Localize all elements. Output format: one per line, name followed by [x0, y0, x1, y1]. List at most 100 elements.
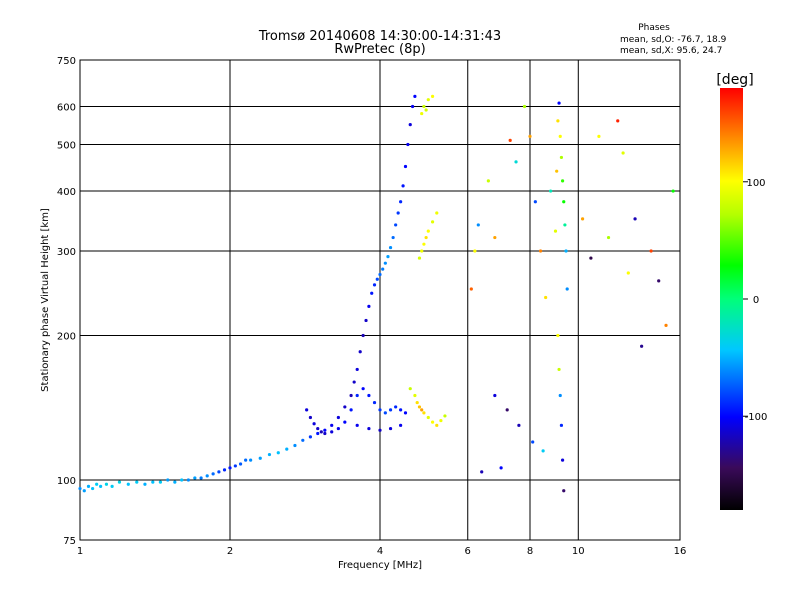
data-point — [606, 235, 611, 240]
data-point — [557, 101, 561, 105]
data-point — [556, 333, 560, 338]
data-point — [493, 393, 497, 398]
data-point — [422, 104, 426, 109]
data-point — [323, 431, 327, 436]
data-point — [626, 271, 630, 275]
data-point — [193, 476, 197, 480]
data-point — [186, 478, 190, 482]
data-point — [372, 283, 377, 287]
data-point — [110, 484, 114, 488]
data-point — [78, 486, 82, 491]
chart-title: Tromsø 20140608 14:30:00-14:31:43 — [258, 29, 501, 44]
y-tick-label: 300 — [57, 247, 76, 258]
data-point — [410, 104, 415, 109]
data-point — [330, 430, 334, 434]
data-point — [522, 104, 527, 109]
data-point — [559, 155, 564, 160]
data-point — [267, 452, 272, 457]
data-point — [99, 484, 103, 488]
data-point — [151, 480, 155, 484]
data-point — [364, 318, 368, 323]
data-point — [180, 478, 184, 482]
data-point — [424, 235, 428, 240]
colorbar-tick-label: 100 — [746, 178, 765, 189]
data-point — [633, 217, 637, 221]
data-point — [415, 400, 419, 405]
data-point — [531, 440, 535, 444]
data-point — [657, 279, 661, 283]
data-point — [383, 261, 387, 265]
data-point — [217, 470, 221, 474]
data-point — [417, 256, 422, 260]
data-point — [343, 405, 347, 409]
data-point — [104, 482, 109, 486]
chart-subtitle: RwPretec (8p) — [334, 42, 425, 57]
data-point — [553, 229, 558, 233]
data-point — [480, 470, 484, 474]
data-point — [426, 415, 430, 420]
data-point — [422, 242, 426, 246]
data-point — [349, 408, 353, 412]
data-point — [158, 480, 163, 484]
data-point — [401, 184, 405, 188]
data-point — [589, 256, 593, 260]
y-axis-title: Stationary phase Virtual Height [km] — [40, 208, 51, 392]
y-tick-label: 200 — [57, 332, 76, 343]
data-point — [361, 333, 365, 338]
y-tick-labels: 75 100 200 300 400 500 600 750 — [57, 56, 76, 547]
data-point — [408, 387, 412, 391]
data-point — [173, 480, 177, 484]
data-point — [621, 151, 625, 155]
data-point — [473, 249, 477, 253]
data-point — [143, 482, 147, 486]
data-point — [370, 291, 374, 295]
data-point — [557, 367, 561, 372]
data-point — [396, 211, 400, 215]
data-point — [499, 466, 503, 470]
data-point — [323, 428, 327, 432]
data-point — [301, 438, 305, 442]
data-point — [541, 449, 545, 453]
colorbar — [720, 88, 743, 510]
data-point — [391, 235, 395, 240]
data-point — [420, 111, 424, 116]
data-point — [422, 411, 426, 415]
data-point — [367, 426, 371, 431]
data-point — [372, 400, 377, 405]
data-point — [640, 344, 644, 348]
data-point — [408, 123, 412, 127]
data-point — [564, 249, 568, 253]
data-point — [91, 486, 95, 491]
data-point — [424, 108, 428, 112]
data-point — [517, 423, 521, 427]
data-point — [86, 484, 91, 488]
y-tick-label: 100 — [57, 476, 76, 487]
phases-o-line: mean, sd,O: -76.7, 18.9 — [620, 35, 727, 45]
data-point — [355, 367, 359, 372]
data-point — [435, 211, 439, 215]
data-point — [556, 119, 560, 123]
y-tick-label: 600 — [57, 103, 76, 114]
x-tick-label: 16 — [674, 546, 687, 557]
data-point — [597, 134, 601, 138]
data-point — [555, 169, 559, 173]
x-tick-label: 4 — [377, 546, 383, 557]
data-point — [249, 458, 253, 462]
data-point — [381, 267, 385, 271]
data-point — [562, 489, 566, 493]
data-point — [258, 456, 262, 460]
data-point — [388, 408, 393, 412]
data-point — [135, 480, 139, 484]
x-tick-label: 6 — [465, 546, 471, 557]
data-point — [95, 482, 99, 486]
x-tick-labels: 1 2 4 6 8 10 16 — [77, 546, 687, 557]
data-point — [355, 393, 359, 398]
data-point — [413, 94, 417, 98]
data-point — [205, 474, 209, 478]
data-point — [435, 423, 439, 427]
data-point — [426, 98, 430, 102]
phases-x-line: mean, sd,X: 95.6, 24.7 — [620, 46, 722, 56]
data-point — [222, 468, 227, 472]
colorbar-tick-labels: 100 0 -100 — [743, 178, 767, 423]
data-point — [399, 423, 403, 427]
